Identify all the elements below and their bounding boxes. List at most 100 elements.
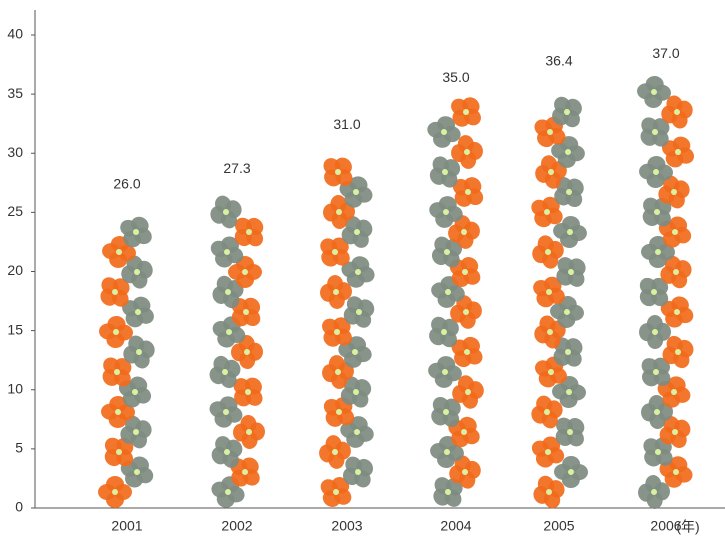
petal <box>428 362 447 379</box>
x-tick-label: 2003 <box>331 518 362 534</box>
flower-center <box>441 129 447 135</box>
flower-center <box>564 309 570 315</box>
flower <box>101 396 135 428</box>
flower-center <box>113 329 119 335</box>
flower <box>342 456 374 488</box>
flower-center <box>225 489 231 495</box>
flower-center <box>133 429 139 435</box>
flower <box>552 96 582 128</box>
flower <box>433 477 463 507</box>
x-tick-label: 2002 <box>221 518 252 534</box>
flower-center <box>547 329 553 335</box>
flower <box>534 315 566 349</box>
flower <box>233 415 265 449</box>
flower-center <box>112 489 118 495</box>
flower <box>552 376 586 408</box>
flower-center <box>464 349 470 355</box>
flower <box>554 456 588 488</box>
flower-center <box>445 289 451 295</box>
flower <box>120 415 152 449</box>
bar <box>427 97 484 507</box>
petal <box>328 355 345 374</box>
flower-center <box>332 449 338 455</box>
flower <box>659 456 693 488</box>
flower-center <box>565 349 571 355</box>
flower <box>660 296 694 328</box>
petal <box>531 440 550 457</box>
flower <box>641 357 671 387</box>
flower <box>209 355 241 389</box>
flower-center <box>333 489 339 495</box>
flower <box>233 377 263 407</box>
flower <box>452 375 484 409</box>
flower <box>343 296 375 328</box>
flower <box>341 216 373 248</box>
flower <box>234 217 264 247</box>
flower-center <box>564 109 570 115</box>
x-tick-label: 2004 <box>440 518 471 534</box>
petal <box>537 235 554 254</box>
flower-center <box>465 389 471 395</box>
petal <box>645 475 662 494</box>
flower-center <box>356 309 362 315</box>
petal <box>327 275 344 294</box>
petal <box>457 135 474 154</box>
value-label: 31.0 <box>333 116 360 132</box>
flower <box>429 196 463 228</box>
flower <box>551 136 585 168</box>
flower-center <box>352 349 358 355</box>
flower <box>120 216 152 248</box>
flower <box>427 116 461 148</box>
petal <box>637 83 656 100</box>
y-tick-label: 15 <box>7 321 23 337</box>
y-tick-label: 40 <box>7 26 23 42</box>
flower <box>660 255 692 289</box>
flower <box>534 356 568 388</box>
flower <box>429 156 461 188</box>
flower <box>211 436 243 468</box>
flower-center <box>568 469 574 475</box>
value-label: 35.0 <box>442 69 469 85</box>
petal <box>536 395 553 414</box>
flower <box>642 197 672 227</box>
flower-center <box>652 329 658 335</box>
value-label: 27.3 <box>223 160 250 176</box>
flower <box>338 336 372 368</box>
flower <box>323 397 355 427</box>
petal <box>639 163 658 180</box>
flower-center <box>465 189 471 195</box>
flower-center <box>134 469 140 475</box>
flower-center <box>653 369 659 375</box>
flower-center <box>654 409 660 415</box>
flower-center <box>651 89 657 95</box>
flower <box>451 97 481 127</box>
petal <box>553 223 572 240</box>
petal <box>554 463 573 480</box>
flower-center <box>651 489 657 495</box>
flower-center <box>114 369 120 375</box>
petal <box>216 275 234 294</box>
flower <box>322 355 354 389</box>
flower-center <box>222 369 228 375</box>
flower-center <box>133 229 139 235</box>
flower-center <box>225 289 231 295</box>
x-tick-label: 2006 <box>650 518 681 534</box>
flower <box>121 255 153 289</box>
flower-center <box>334 329 340 335</box>
flower-center <box>441 329 447 335</box>
flower-center <box>673 469 679 475</box>
flower-center <box>674 309 680 315</box>
flower-center <box>464 149 470 155</box>
flower <box>638 475 670 509</box>
flower <box>531 436 565 468</box>
flower-center <box>672 429 678 435</box>
flower <box>533 276 565 308</box>
flower-center <box>116 449 122 455</box>
flower-center <box>545 449 551 455</box>
y-tick-label: 0 <box>15 499 23 515</box>
flower-center <box>354 429 360 435</box>
flower-center <box>134 269 140 275</box>
flower <box>341 256 375 288</box>
flower <box>533 475 565 509</box>
